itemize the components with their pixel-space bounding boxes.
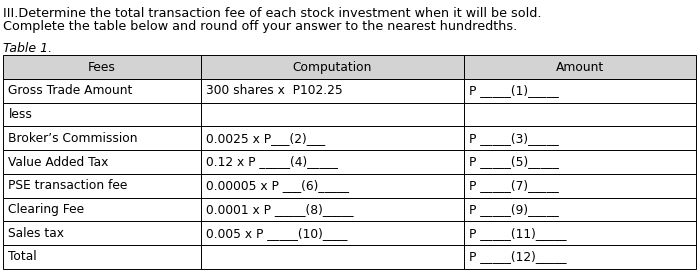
Bar xyxy=(201,245,463,269)
Bar xyxy=(463,198,696,221)
Bar xyxy=(463,245,696,269)
Text: Sales tax: Sales tax xyxy=(8,227,64,239)
Bar xyxy=(463,55,696,79)
Text: Amount: Amount xyxy=(556,61,604,74)
Text: P _____(7)_____: P _____(7)_____ xyxy=(468,179,559,192)
Bar xyxy=(463,174,696,198)
Bar xyxy=(3,198,201,221)
Bar xyxy=(463,150,696,174)
Bar xyxy=(3,126,201,150)
Text: Computation: Computation xyxy=(292,61,372,74)
Text: Fees: Fees xyxy=(88,61,116,74)
Text: 0.12 x P _____(4)_____: 0.12 x P _____(4)_____ xyxy=(206,156,338,168)
Bar xyxy=(201,221,463,245)
Bar xyxy=(201,79,463,103)
Text: P _____(1)_____: P _____(1)_____ xyxy=(468,85,559,97)
Bar xyxy=(201,198,463,221)
Bar xyxy=(463,221,696,245)
Bar xyxy=(201,150,463,174)
Bar xyxy=(201,126,463,150)
Bar xyxy=(201,55,463,79)
Text: 300 shares x  P102.25: 300 shares x P102.25 xyxy=(206,85,343,97)
Text: Value Added Tax: Value Added Tax xyxy=(8,156,109,168)
Text: P _____(11)_____: P _____(11)_____ xyxy=(468,227,566,239)
Bar xyxy=(3,55,201,79)
Bar xyxy=(463,79,696,103)
Text: Total: Total xyxy=(8,250,37,263)
Text: Gross Trade Amount: Gross Trade Amount xyxy=(8,85,133,97)
Text: 0.0025 x P___(2)___: 0.0025 x P___(2)___ xyxy=(206,132,325,145)
Text: Table 1.: Table 1. xyxy=(3,42,52,55)
Bar xyxy=(3,79,201,103)
Text: Complete the table below and round off your answer to the nearest hundredths.: Complete the table below and round off y… xyxy=(3,20,518,33)
Text: 0.0001 x P _____(8)_____: 0.0001 x P _____(8)_____ xyxy=(206,203,353,216)
Text: less: less xyxy=(8,108,32,121)
Bar xyxy=(463,126,696,150)
Text: P _____(5)_____: P _____(5)_____ xyxy=(468,156,559,168)
Text: III.Determine the total transaction fee of each stock investment when it will be: III.Determine the total transaction fee … xyxy=(3,7,542,20)
Text: P _____(12)_____: P _____(12)_____ xyxy=(468,250,566,263)
Text: P _____(9)_____: P _____(9)_____ xyxy=(468,203,559,216)
Bar xyxy=(201,174,463,198)
Text: Broker’s Commission: Broker’s Commission xyxy=(8,132,138,145)
Bar xyxy=(3,174,201,198)
Bar xyxy=(201,103,463,126)
Bar xyxy=(3,245,201,269)
Bar xyxy=(3,221,201,245)
Bar xyxy=(463,103,696,126)
Text: PSE transaction fee: PSE transaction fee xyxy=(8,179,128,192)
Text: P _____(3)_____: P _____(3)_____ xyxy=(468,132,559,145)
Text: 0.00005 x P ___(6)_____: 0.00005 x P ___(6)_____ xyxy=(206,179,349,192)
Bar xyxy=(3,103,201,126)
Text: 0.005 x P _____(10)____: 0.005 x P _____(10)____ xyxy=(206,227,347,239)
Text: Clearing Fee: Clearing Fee xyxy=(8,203,85,216)
Bar xyxy=(3,150,201,174)
